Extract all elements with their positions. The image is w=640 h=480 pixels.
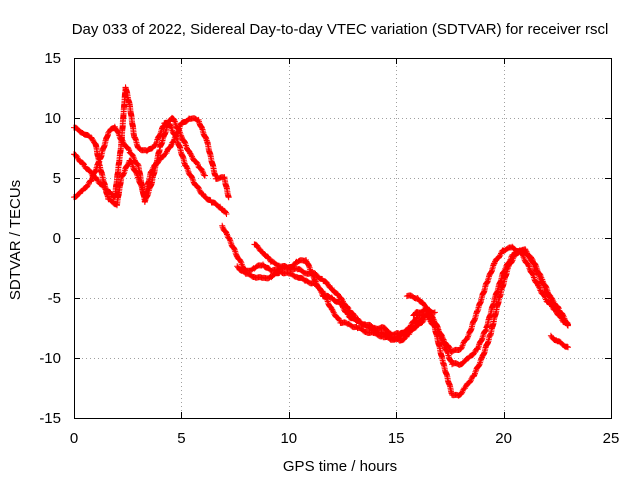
grid-lines [74,58,611,418]
y-tick-labels: -15 -10 -5 0 5 10 15 [39,50,61,427]
x-tick-label: 0 [70,430,78,447]
x-tick-label: 15 [388,430,405,447]
y-tick-label: 0 [53,230,61,247]
y-tick-label: -10 [39,350,61,367]
data-point-markers [71,115,232,209]
data-point-markers [403,247,571,368]
x-axis-label: GPS time / hours [283,458,397,475]
chart-title: Day 033 of 2022, Sidereal Day-to-day VTE… [72,21,609,38]
series-track-7 [403,247,571,368]
series-track-1 [71,115,232,209]
y-axis-label: SDTVAR / TECUs [7,180,24,300]
x-tick-label: 5 [177,430,185,447]
data-point-markers [410,306,438,319]
data-points [71,84,571,399]
x-tick-label: 25 [603,430,620,447]
series-track-8 [547,332,571,351]
y-tick-label: 10 [44,110,61,127]
axis-ticks [74,58,612,419]
data-point-markers [547,332,571,351]
x-tick-label: 10 [280,430,297,447]
y-tick-label: -15 [39,410,61,427]
y-tick-label: -5 [48,290,61,307]
y-tick-label: 15 [44,50,61,67]
series-track-9 [410,306,438,319]
x-tick-labels: 0 5 10 15 20 25 [70,430,620,447]
x-tick-label: 20 [495,430,512,447]
y-tick-label: 5 [53,170,61,187]
